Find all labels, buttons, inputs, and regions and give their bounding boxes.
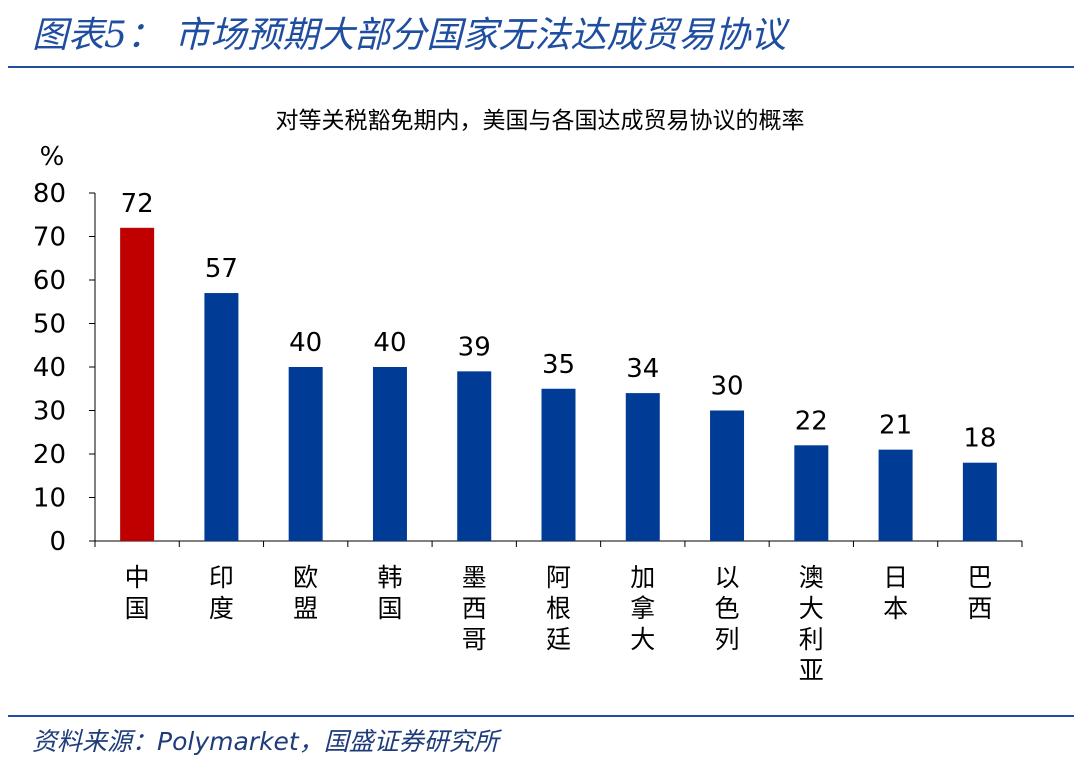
y-tick-label: 50	[33, 310, 66, 340]
y-tick-label: 10	[33, 484, 66, 514]
bar	[710, 410, 745, 541]
y-tick-label: 20	[33, 440, 66, 470]
bar-value-label: 22	[795, 406, 828, 436]
source-suffix: ，国盛证券研究所	[298, 727, 499, 756]
bar-value-label: 18	[963, 424, 996, 454]
y-tick-label: 40	[33, 353, 66, 383]
x-axis	[94, 540, 1023, 547]
source-note: 资料来源：Polymarket，国盛证券研究所	[32, 722, 499, 758]
bar	[541, 388, 576, 541]
bar	[962, 462, 997, 541]
footer-rule	[8, 715, 1074, 717]
bar-value-label: 35	[542, 350, 575, 380]
source-prefix: 资料来源：	[32, 727, 158, 756]
header-rule	[8, 66, 1074, 68]
bar-value-label: 40	[373, 328, 406, 358]
bar-value-label: 21	[879, 411, 912, 441]
bars-group	[120, 227, 997, 542]
category-label: 澳大利亚	[799, 563, 824, 685]
category-label: 日本	[883, 563, 908, 623]
bar	[204, 293, 239, 541]
category-label: 墨西哥	[462, 563, 487, 654]
category-label: 加拿大	[630, 563, 655, 654]
category-label: 以色列	[715, 563, 740, 654]
value-labels-group: 72 57 40 40 39 35 34 30 22 21 18	[121, 189, 997, 454]
source-name: Polymarket	[157, 727, 299, 756]
bar-value-label: 40	[289, 328, 322, 358]
y-tick-label: 70	[33, 223, 66, 253]
y-tick-label: 80	[33, 179, 66, 209]
bar	[288, 367, 323, 541]
bar-value-label: 39	[458, 332, 491, 362]
chart-title: 对等关税豁免期内，美国与各国达成贸易协议的概率	[276, 108, 805, 134]
figure-title: 图表5： 市场预期大部分国家无法达成贸易协议	[32, 15, 787, 56]
y-tick-label: 0	[49, 527, 66, 557]
bar	[794, 445, 829, 541]
bar	[625, 393, 660, 541]
bar	[372, 367, 407, 541]
y-tick-label: 60	[33, 266, 66, 296]
bar-chart: 对等关税豁免期内，美国与各国达成贸易协议的概率 % 0 10 20 30 40 50 60 7…	[33, 108, 1023, 685]
bar	[878, 449, 913, 541]
bar	[120, 227, 155, 542]
category-label: 印度	[209, 563, 234, 623]
category-label: 韩国	[377, 563, 402, 623]
bar-value-label: 72	[121, 189, 154, 219]
y-axis: 0 10 20 30 40 50 60 70 80	[33, 179, 96, 557]
bar-value-label: 34	[626, 354, 659, 384]
category-label: 巴西	[967, 563, 992, 623]
bar	[457, 371, 492, 541]
category-label: 中国	[125, 563, 150, 623]
y-tick-label: 30	[33, 397, 66, 427]
category-label: 欧盟	[293, 563, 318, 623]
category-label: 阿根廷	[546, 563, 571, 654]
bar-value-label: 57	[205, 254, 238, 284]
y-axis-unit: %	[40, 142, 65, 172]
bar-value-label: 30	[710, 372, 743, 402]
